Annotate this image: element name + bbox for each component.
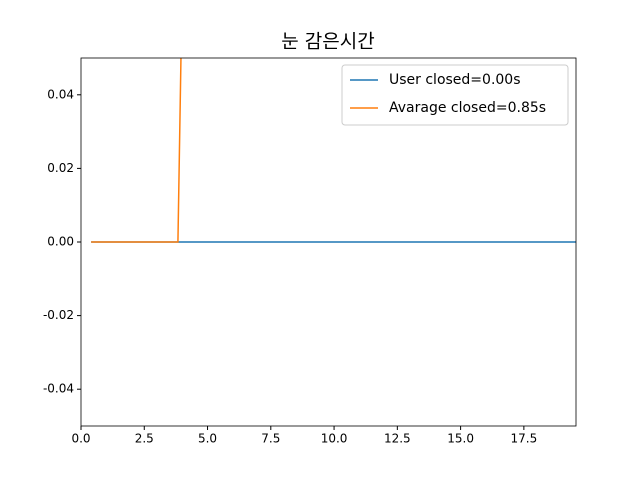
y-tick-label: -0.04: [43, 382, 74, 396]
y-tick-label: 0.00: [47, 235, 74, 249]
line-series: [91, 58, 182, 243]
x-tick-label: 15.0: [447, 432, 474, 446]
legend-box: [341, 64, 569, 126]
x-tick-label: 17.5: [511, 432, 538, 446]
y-tick-label: -0.02: [43, 308, 74, 322]
plot-area: [91, 58, 576, 243]
x-tick-label: 12.5: [384, 432, 411, 446]
legend-label: Avarage closed=0.85s: [389, 100, 546, 116]
x-tick-label: 10.0: [321, 432, 348, 446]
y-tick-label: 0.04: [47, 87, 74, 101]
x-tick-label: 5.0: [198, 432, 217, 446]
chart-title: 눈 감은시간: [281, 31, 374, 53]
y-tick-label: 0.02: [47, 161, 74, 175]
x-tick-label: 2.5: [135, 432, 154, 446]
x-tick-label: 0.0: [71, 432, 90, 446]
x-tick-label: 7.5: [261, 432, 280, 446]
axes-frame: [80, 57, 577, 427]
legend-label: User closed=0.00s: [389, 72, 521, 88]
